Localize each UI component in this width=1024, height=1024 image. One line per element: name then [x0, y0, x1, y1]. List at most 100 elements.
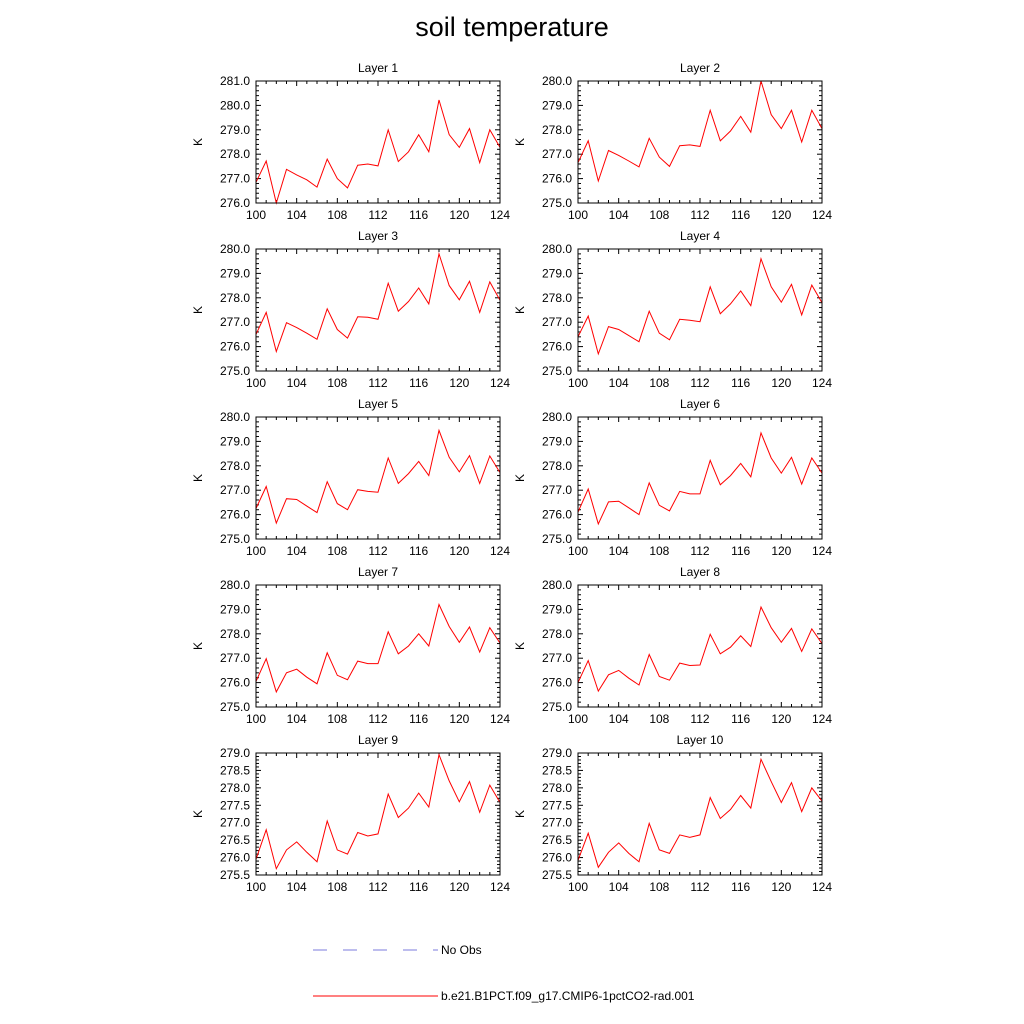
x-tick-label: 104 — [287, 880, 307, 894]
panel-layer-8: Layer 8 K 100 104 108 112 116 120 124 275.0 276.0 2… — [513, 565, 832, 726]
x-tick-label: 112 — [368, 208, 387, 222]
y-axis-label: K — [513, 306, 527, 314]
panel-title: Layer 9 — [358, 733, 398, 747]
x-tick-label: 104 — [609, 712, 629, 726]
series-line — [255, 428, 501, 525]
plot-frame — [255, 752, 501, 876]
plot-frame — [255, 416, 501, 540]
plot-frame — [255, 80, 501, 204]
x-tick-label: 124 — [490, 544, 510, 558]
x-tick-label: 108 — [649, 544, 669, 558]
panel-layer-2: Layer 2 K 100 104 108 112 116 120 124 275.0 276.0 2… — [513, 61, 832, 222]
y-tick-label: 277.0 — [220, 315, 250, 329]
y-tick-label: 280.0 — [542, 242, 572, 256]
y-tick-label: 275.0 — [542, 364, 572, 378]
y-tick-label: 280.0 — [220, 98, 250, 112]
x-tick-label: 112 — [690, 544, 709, 558]
panel-title: Layer 2 — [680, 61, 720, 75]
x-tick-label: 104 — [609, 208, 629, 222]
y-axis-label: K — [191, 642, 205, 650]
x-tick-label: 108 — [649, 712, 669, 726]
x-tick-label: 124 — [812, 208, 832, 222]
series-line — [255, 251, 501, 354]
x-tick-label: 116 — [409, 712, 428, 726]
y-tick-label: 277.0 — [542, 483, 572, 497]
panel-title: Layer 3 — [358, 229, 398, 243]
y-tick-label: 280.0 — [542, 410, 572, 424]
y-tick-label: 277.0 — [220, 651, 250, 665]
y-tick-label: 279.0 — [542, 434, 572, 448]
x-tick-label: 124 — [490, 712, 510, 726]
y-tick-label: 278.0 — [220, 459, 250, 473]
y-tick-label: 279.0 — [542, 746, 572, 760]
y-tick-label: 276.5 — [542, 833, 572, 847]
x-tick-label: 108 — [327, 376, 347, 390]
x-tick-label: 124 — [812, 712, 832, 726]
x-tick-label: 104 — [287, 208, 307, 222]
x-tick-label: 124 — [490, 376, 510, 390]
x-tick-label: 104 — [609, 880, 629, 894]
x-tick-label: 100 — [246, 880, 266, 894]
x-tick-label: 112 — [368, 544, 387, 558]
y-tick-label: 276.0 — [220, 676, 250, 690]
x-tick-label: 108 — [649, 376, 669, 390]
y-tick-label: 278.5 — [542, 763, 572, 777]
y-tick-label: 277.0 — [220, 172, 250, 186]
panel-title: Layer 8 — [680, 565, 720, 579]
x-tick-label: 124 — [490, 208, 510, 222]
plot-frame — [255, 584, 501, 708]
x-tick-label: 112 — [690, 712, 709, 726]
y-tick-label: 278.0 — [220, 781, 250, 795]
x-tick-label: 108 — [649, 880, 669, 894]
y-tick-label: 277.5 — [542, 798, 572, 812]
y-tick-label: 277.0 — [220, 483, 250, 497]
series-line — [577, 605, 823, 693]
x-tick-label: 100 — [568, 712, 588, 726]
y-axis-label: K — [191, 810, 205, 818]
x-tick-label: 120 — [771, 376, 791, 390]
y-tick-label: 275.0 — [542, 196, 572, 210]
y-tick-label: 277.0 — [542, 816, 572, 830]
figure-title: soil temperature — [415, 12, 609, 42]
y-tick-label: 276.0 — [542, 508, 572, 522]
y-tick-label: 275.5 — [542, 868, 572, 882]
panel-title: Layer 4 — [680, 229, 720, 243]
series-line — [577, 431, 823, 526]
x-tick-label: 116 — [409, 544, 428, 558]
y-tick-label: 278.0 — [542, 459, 572, 473]
y-axis-label: K — [191, 138, 205, 146]
panel-layer-6: Layer 6 K 100 104 108 112 116 120 124 275.0 276.0 2… — [513, 397, 832, 558]
panel-title: Layer 10 — [677, 733, 724, 747]
x-tick-label: 100 — [246, 208, 266, 222]
x-tick-label: 100 — [568, 880, 588, 894]
x-tick-label: 112 — [368, 376, 387, 390]
y-tick-label: 279.0 — [220, 746, 250, 760]
x-tick-label: 112 — [690, 376, 709, 390]
y-tick-label: 276.0 — [220, 340, 250, 354]
y-tick-label: 276.0 — [220, 508, 250, 522]
panel-title: Layer 6 — [680, 397, 720, 411]
series-line — [255, 602, 501, 694]
plot-frame — [255, 248, 501, 372]
x-tick-label: 100 — [246, 544, 266, 558]
x-tick-label: 120 — [771, 208, 791, 222]
y-tick-label: 278.5 — [220, 763, 250, 777]
x-tick-label: 124 — [812, 376, 832, 390]
y-tick-label: 278.0 — [220, 291, 250, 305]
y-tick-label: 275.0 — [220, 700, 250, 714]
y-tick-label: 277.0 — [542, 651, 572, 665]
panel-layer-10: Layer 10 K 100 104 108 112 116 120 124 275.5 276.0… — [513, 733, 832, 894]
x-tick-label: 100 — [568, 544, 588, 558]
x-tick-label: 120 — [771, 712, 791, 726]
x-tick-label: 104 — [287, 376, 307, 390]
panel-layer-7: Layer 7 K 100 104 108 112 116 120 124 275.0 276.0 2… — [191, 565, 510, 726]
y-tick-label: 278.0 — [220, 147, 250, 161]
y-tick-label: 276.0 — [542, 676, 572, 690]
y-tick-label: 279.0 — [220, 602, 250, 616]
y-tick-label: 275.0 — [220, 364, 250, 378]
x-tick-label: 116 — [731, 544, 750, 558]
y-tick-label: 275.5 — [220, 868, 250, 882]
series-line — [577, 80, 823, 183]
y-axis-label: K — [513, 642, 527, 650]
